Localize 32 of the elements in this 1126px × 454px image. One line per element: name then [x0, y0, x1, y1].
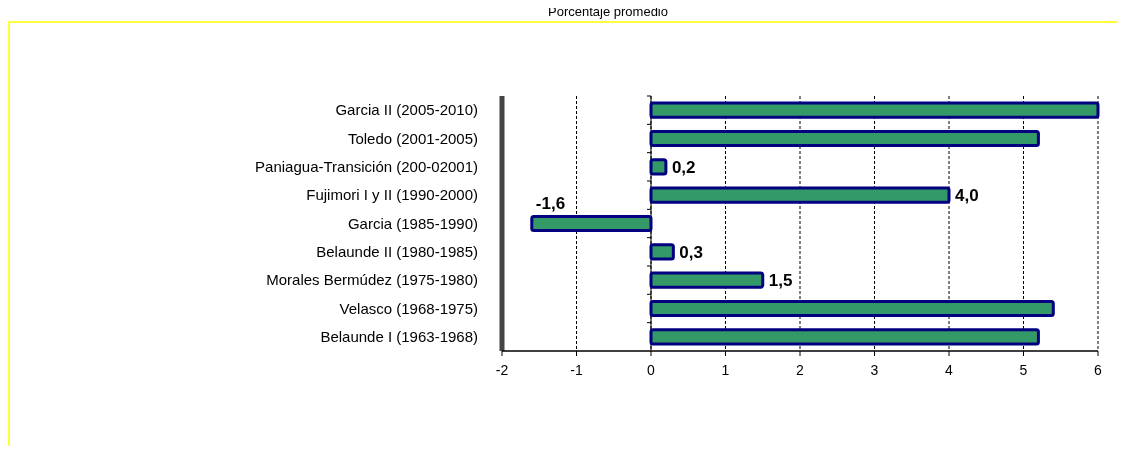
- bar: [649, 186, 951, 204]
- x-tick-label: 6: [1094, 362, 1103, 378]
- y-tick-label: Paniagua-Transición (200-02001): [255, 158, 478, 176]
- y-tick-label: Belaunde I (1963-1968): [320, 328, 478, 346]
- data-label: 0,2: [671, 157, 696, 177]
- data-label: 1,5: [768, 271, 793, 291]
- data-label: -1,6: [535, 194, 566, 214]
- y-tick-label: Garcia II (2005-2010): [335, 101, 478, 119]
- data-label: 0,3: [679, 242, 703, 262]
- x-tick-label: 1: [721, 362, 730, 378]
- bar: [649, 299, 1055, 318]
- x-tick-label: 4: [945, 362, 954, 378]
- bar: [649, 328, 1040, 346]
- bar: [530, 214, 653, 233]
- data-label: 4,0: [955, 186, 979, 206]
- x-tick-label: 3: [870, 362, 879, 378]
- y-tick-label: Fujimori I y II (1990-2000): [306, 186, 478, 204]
- y-tick-label: Garcia (1985-1990): [347, 214, 478, 232]
- bar: [649, 158, 668, 176]
- y-tick-label: Velasco (1968-1975): [339, 299, 478, 317]
- x-tick-label: -1: [570, 362, 583, 378]
- y-tick-label: Toledo (2001-2005): [347, 129, 478, 147]
- x-tick-label: 0: [647, 362, 656, 378]
- y-tick-label: Belaunde II (1980-1985): [316, 243, 478, 261]
- x-tick-label: 5: [1019, 362, 1028, 378]
- bar: [649, 271, 765, 289]
- y-tick-label: Morales Bermúdez (1975-1980): [266, 271, 478, 289]
- bar: [649, 129, 1040, 148]
- x-tick-label: -2: [495, 362, 509, 378]
- x-tick-label: 2: [796, 362, 805, 378]
- bar: [649, 101, 1100, 119]
- bar: [649, 243, 675, 261]
